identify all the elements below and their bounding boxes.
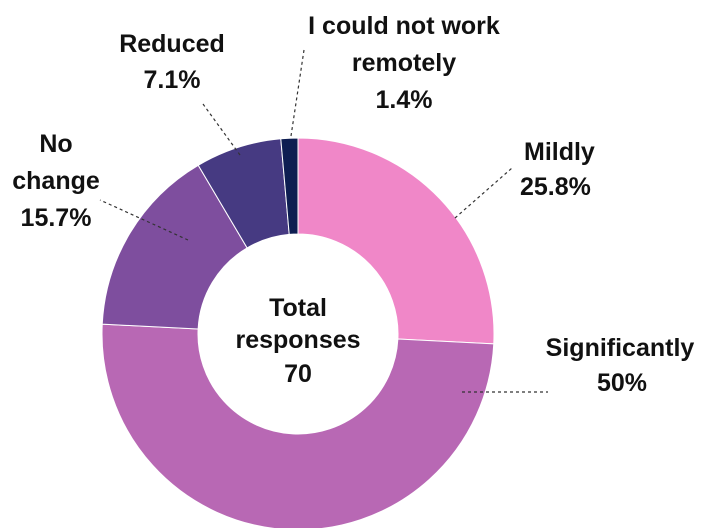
label-mildly: Mildly	[524, 138, 595, 166]
label-significantly: Significantly	[546, 334, 695, 362]
center-line-3: 70	[284, 360, 312, 388]
label-no-change-line-2: change	[12, 167, 100, 195]
leader-could-not-work	[290, 49, 305, 137]
leader-mildly	[454, 167, 513, 219]
donut-slices	[101, 137, 495, 528]
label-could-not-work-line-1: I could not work	[308, 12, 500, 40]
value-reduced: 7.1%	[144, 66, 201, 94]
label-no-change-line-1: No	[39, 130, 72, 158]
label-could-not-work-line-2: remotely	[352, 49, 456, 77]
leader-reduced	[202, 103, 241, 156]
value-significantly: 50%	[597, 369, 647, 397]
center-line-2: responses	[235, 326, 360, 354]
value-could-not-work: 1.4%	[376, 86, 433, 114]
slice-no-change	[101, 164, 248, 330]
value-mildly: 25.8%	[520, 173, 591, 201]
label-reduced: Reduced	[119, 30, 225, 58]
slice-significantly	[101, 323, 495, 528]
value-no-change: 15.7%	[21, 204, 92, 232]
slice-mildly	[297, 137, 495, 345]
center-line-1: Total	[269, 294, 327, 322]
leader-no-change	[99, 199, 189, 241]
slice-i-could-not-work-remotely	[280, 137, 299, 235]
